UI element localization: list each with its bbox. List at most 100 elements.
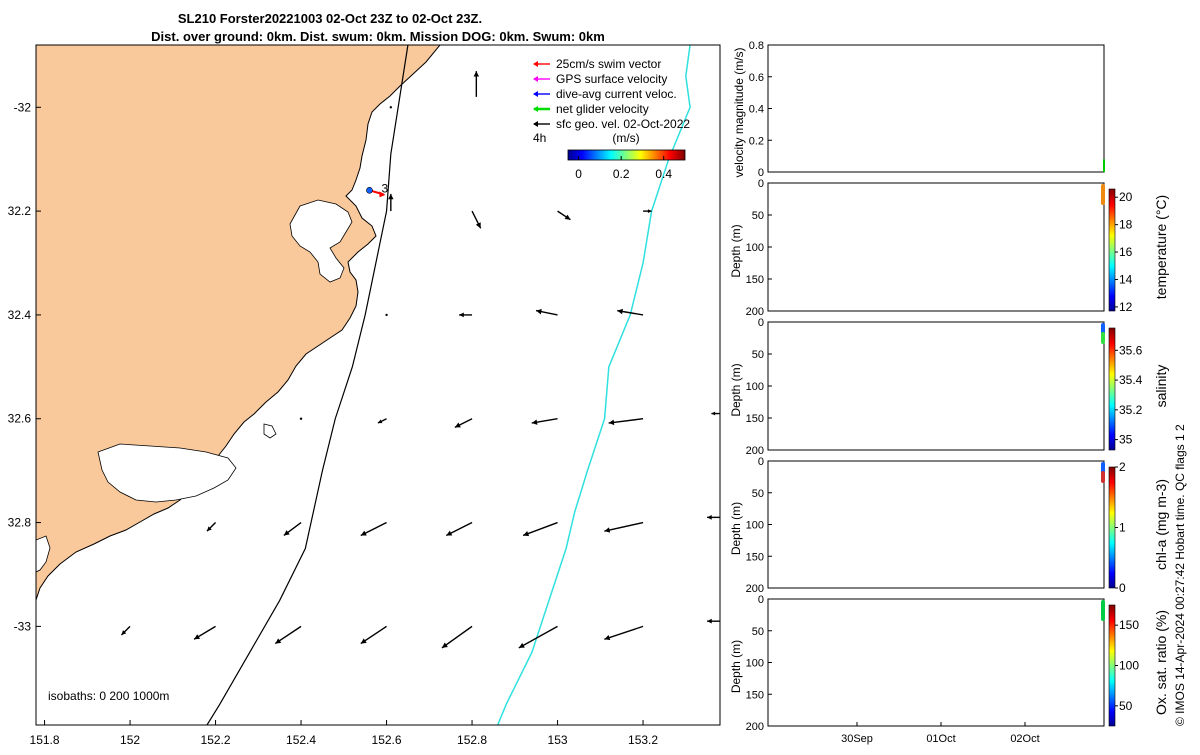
colorbar-tick-label: 35 [1119,433,1133,447]
glider-dot [366,187,373,194]
map-x-tick-label: 153.2 [628,733,658,747]
legend-entry: sfc geo. vel. 02-Oct-2022 [533,117,690,131]
current-vector [445,521,473,537]
current-vector [643,209,652,213]
legend-4h: 4h [533,131,546,145]
y-tick-label: 150 [746,413,764,425]
map-lake-small [36,535,51,573]
map-y-tick-label: 32.6 [8,412,32,426]
current-vector [377,418,387,424]
panel-colorbar [1108,188,1116,312]
current-vector [388,193,394,212]
map-lake-myall [289,199,353,283]
y-tick-label: 0.4 [749,104,764,116]
profile-panel: 0 50 100 150 200 Depth (m) 35 35.2 35.4 35.6 salin… [729,317,1169,457]
y-axis-label: Depth (m) [729,363,743,416]
colorbar-tick-label: 35.4 [1119,373,1143,387]
map-inlet [263,423,277,439]
map-x-tick-label: 151.8 [30,733,60,747]
isobath-1000m [497,45,691,725]
map-x-tick-label: 152 [120,733,140,747]
y-axis-label: Depth (m) [729,224,743,277]
current-vector [522,521,558,537]
legend-entry: GPS surface velocity [533,72,667,86]
y-tick-label: 200 [746,306,764,318]
x-tick-label: 30Sep [841,733,873,745]
map-x-tick-label: 152.2 [201,733,231,747]
x-tick-label: 02Oct [1010,733,1039,745]
y-tick-label: 150 [746,689,764,701]
y-tick-label: 100 [746,381,764,393]
isobaths-label: isobaths: 0 200 1000m [48,689,169,703]
current-vector [385,313,388,317]
current-vector [707,618,720,624]
colorbar-tick-label: 0 [1119,581,1126,595]
y-tick-label: 200 [746,721,764,733]
map-y-ticks: -32 32.2 32.4 32.6 32.8 -33 [8,100,41,633]
y-axis-label: Depth (m) [729,502,743,555]
legend-label: net glider velocity [556,102,649,116]
current-vector [193,625,216,640]
isobath-200m [206,45,409,725]
legend-label: 25cm/s swim vector [556,57,661,71]
y-tick-label: 50 [752,349,764,361]
current-vector [459,312,473,318]
y-tick-label: 200 [746,445,764,457]
colorbar-tick-label: 50 [1119,699,1133,713]
legend-label: dive-avg current veloc. [556,87,677,101]
timestamp-credit: © IMOS 14-Apr-2024 00:27:42 Hobart time.… [1173,424,1187,726]
y-tick-label: 100 [746,242,764,254]
current-vector [360,625,387,645]
current-vector [707,514,720,520]
map-x-tick-label: 152.6 [372,733,402,747]
speed-colorbar-ticks: 0 0.2 0.4 [575,156,672,181]
current-vector [120,625,131,636]
y-tick-label: 150 [746,551,764,563]
colorbar-tick-label: 16 [1119,245,1133,259]
y-tick-label: 50 [752,626,764,638]
current-vector [360,521,387,537]
colorbar-tick-label: 2 [1119,460,1126,474]
current-vector [557,210,571,221]
current-vector [441,625,473,649]
speed-colorbar [567,149,686,161]
current-vector [206,522,217,532]
current-vector [283,521,302,537]
map-panel: 3 [36,45,720,725]
map-y-tick-label: -32 [14,100,32,114]
y-axis-label: Depth (m) [729,640,743,693]
current-vectors [120,71,720,649]
y-tick-label: 150 [746,274,764,286]
y-tick-label: 0 [758,317,764,329]
profile-panel: 0 50 100 150 200 Depth (m) 0 1 2 chl-a (mg m-3) [729,456,1169,595]
colorbar-tick-label: 12 [1119,300,1133,314]
glider-marker: 3 [366,181,388,198]
panel-colorbar [1108,604,1116,727]
legend-entry: 25cm/s swim vector [533,57,661,71]
glider-label: 3 [381,181,388,195]
colorbar-label: chl-a (mg m-3) [1153,479,1169,570]
y-tick-label: 100 [746,520,764,532]
colorbar-unit-label: (m/s) [612,131,639,145]
colorbar-tick-label: 0 [575,167,582,181]
y-axis-label: velocity magnitude (m/s) [732,47,746,177]
y-tick-label: 50 [752,210,764,222]
chart-title-line2: Dist. over ground: 0km. Dist. swum: 0km.… [151,29,605,44]
y-tick-label: 100 [746,658,764,670]
y-tick-label: 0 [758,178,764,190]
current-vector [454,418,473,428]
map-lake-macquarie [97,443,237,503]
current-vector [608,418,644,426]
colorbar-tick-label: 100 [1119,659,1139,673]
map-x-tick-label: 152.8 [457,733,487,747]
profile-panel: 0 50 100 150 200 Depth (m) 50 100 150 Ox. sat. ra… [729,594,1169,745]
current-vector [471,210,482,229]
chart-title-line1: SL210 Forster20221003 02-Oct 23Z to 02-O… [178,11,482,26]
colorbar-tick-label: 18 [1119,218,1133,232]
profile-panel: 0 50 100 150 200 Depth (m) 12 14 16 18 20 temperatu… [729,178,1169,318]
current-vector [711,411,720,416]
current-vector [299,417,303,420]
